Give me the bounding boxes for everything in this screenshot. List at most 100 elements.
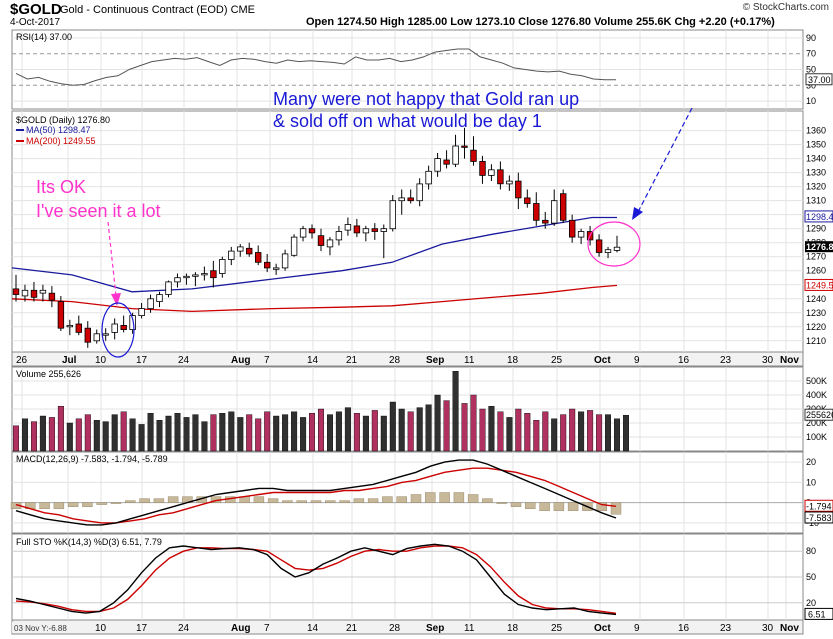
candle-body: [263, 261, 271, 269]
rsi-tick: 30: [806, 80, 816, 90]
candle-body: [569, 219, 576, 238]
volume-bar: [533, 420, 540, 452]
macd-histogram-bar: [125, 500, 136, 503]
annotation-pink-line2: I've seen it a lot: [36, 201, 161, 221]
volume-bar: [515, 408, 522, 452]
x-tick-label-bottom: 17: [136, 623, 148, 634]
volume-bar: [488, 406, 495, 452]
volume-bar: [111, 414, 118, 452]
candle-body: [461, 145, 468, 148]
macd-signal-box: [804, 511, 833, 524]
price-tick: 1210: [806, 336, 826, 346]
candle-body: [542, 219, 549, 224]
macd-histogram-bar: [610, 502, 622, 515]
volume-bar: [174, 413, 181, 452]
candle-body: [362, 228, 370, 234]
candle-body: [93, 333, 100, 342]
volume-bar: [282, 414, 289, 452]
volume-bar: [129, 418, 136, 452]
rsi-legend: RSI(14) 37.00: [16, 32, 72, 42]
volume-bar: [479, 408, 486, 452]
candle-body: [452, 145, 459, 165]
x-tick-label-bottom: 16: [678, 623, 690, 634]
macd-histogram-bar: [482, 498, 493, 503]
rsi-tick: 50: [806, 65, 816, 75]
candle-body: [66, 324, 73, 328]
macd-histogram-bar: [467, 494, 479, 503]
macd-histogram-bar: [96, 502, 107, 505]
price-tick: 1270: [806, 252, 826, 262]
last-price-box: [805, 241, 833, 253]
volume-bar: [93, 420, 100, 452]
macd-histogram-bar: [439, 492, 450, 503]
volume-value-box: [804, 408, 833, 421]
macd-histogram-bar: [39, 502, 50, 509]
price-legend: $GOLD (Daily) 1276.80: [16, 115, 110, 125]
candle-body: [201, 273, 208, 276]
ma200-value-label: 1249.5: [806, 280, 833, 290]
volume-bar: [506, 417, 513, 452]
x-tick-label: 28: [389, 355, 401, 366]
candle-body: [506, 180, 513, 185]
x-tick-label-bottom: 14: [307, 623, 319, 634]
bottom-axis-label-bg: [12, 622, 84, 633]
macd-histogram-bar: [253, 496, 265, 503]
chart-header: $GOLD Gold - Continuous Contract (EOD) C…: [0, 0, 833, 28]
rsi-value-box: [805, 73, 833, 86]
x-tick-label-bottom: 23: [720, 623, 732, 634]
volume-bar: [398, 408, 405, 452]
macd-histogram-bar: [139, 498, 150, 503]
volume-bar: [120, 411, 127, 452]
candle-body: [613, 246, 621, 251]
volume-bar: [84, 414, 91, 452]
rsi-tick: 70: [806, 49, 816, 59]
annotation-pink-line1: Its OK: [36, 177, 86, 197]
pink-arrow-line: [107, 221, 117, 297]
volume-bar: [183, 417, 190, 452]
volume-bar: [434, 394, 441, 452]
candle-body: [299, 228, 307, 238]
candle-body: [21, 289, 29, 297]
candle-body: [75, 323, 82, 333]
macd-histogram-bar: [396, 496, 407, 503]
volume-bar: [31, 421, 38, 452]
price-tick: 1350: [806, 140, 826, 150]
x-tick-label-bottom: Sep: [426, 623, 444, 634]
candle-body: [317, 235, 325, 246]
volume-bar: [255, 418, 262, 452]
sto-tick: 20: [806, 598, 816, 608]
volume-bar: [291, 411, 298, 452]
ma200-value-box: [804, 278, 833, 291]
volume-bar: [201, 421, 208, 452]
candle-body: [210, 270, 217, 279]
x-tick-label-bottom: 30: [762, 623, 774, 634]
ma50-value-box: [804, 210, 833, 223]
x-tick-label: Jul: [62, 355, 77, 366]
price-tick: 1240: [806, 294, 826, 304]
last-price-label: 1276.8: [806, 242, 833, 252]
candle-body: [219, 259, 226, 274]
candle-body: [183, 275, 190, 279]
ma50-value-label: 1298.4: [806, 212, 833, 222]
x-tick-label-bottom: Nov: [780, 623, 799, 634]
macd-histogram-bar: [453, 492, 465, 503]
candle-body: [48, 292, 56, 301]
candle-body: [254, 252, 262, 263]
volume-bar: [156, 420, 163, 452]
macd-legend: MACD(12,26,9) -7.583, -1.794, -5.789: [16, 454, 168, 464]
annotation-blue-line2: & sold off on what would be day 1: [273, 111, 542, 131]
volume-bar: [452, 371, 459, 452]
candle-body: [479, 160, 486, 176]
sto-k-line: [15, 543, 617, 616]
candle-body: [443, 159, 450, 165]
volume-bar: [75, 418, 82, 452]
volume-bar: [192, 414, 199, 452]
macd-histogram-bar: [110, 502, 122, 504]
macd-histogram-bar: [510, 502, 522, 507]
candle-body: [497, 169, 504, 185]
volume-bar: [39, 415, 46, 452]
x-tick-label: 10: [95, 355, 107, 366]
x-tick-label: 14: [307, 355, 319, 366]
volume-bar: [416, 407, 423, 452]
blue-arrow-line: [637, 107, 693, 213]
